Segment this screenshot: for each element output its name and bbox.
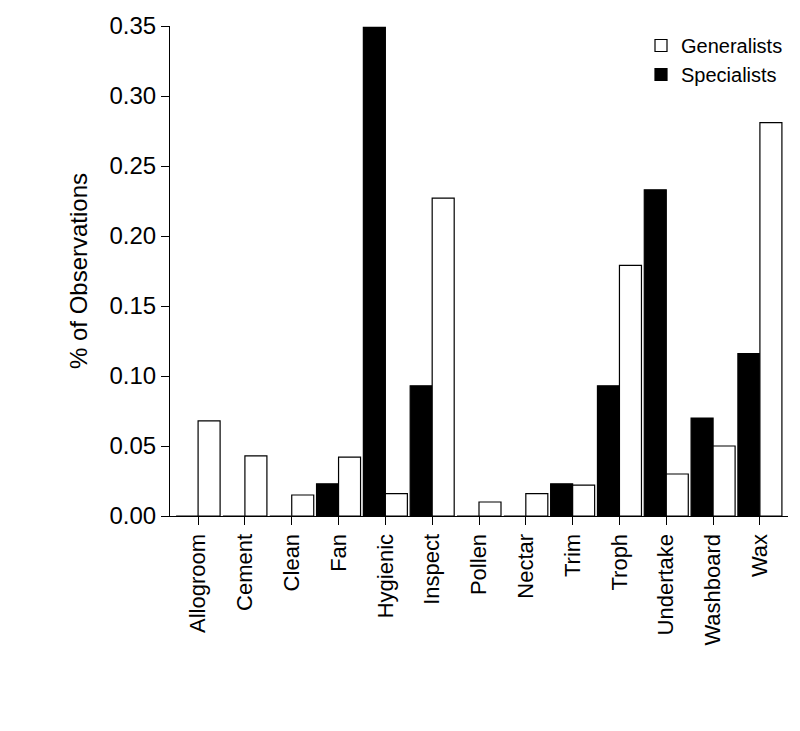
svg-text:Pollen: Pollen <box>466 534 491 595</box>
svg-text:Undertake: Undertake <box>653 534 678 636</box>
svg-text:0.35: 0.35 <box>109 12 156 39</box>
svg-text:Cement: Cement <box>232 534 257 611</box>
svg-text:0.15: 0.15 <box>109 292 156 319</box>
svg-text:Troph: Troph <box>607 534 632 591</box>
svg-text:0.00: 0.00 <box>109 502 156 529</box>
svg-text:Trim: Trim <box>560 534 585 577</box>
svg-text:Inspect: Inspect <box>419 534 444 605</box>
svg-text:Nectar: Nectar <box>513 534 538 599</box>
svg-text:0.20: 0.20 <box>109 222 156 249</box>
svg-text:% of Observations: % of Observations <box>65 173 92 369</box>
svg-text:Generalists: Generalists <box>681 35 782 57</box>
svg-text:Specialists: Specialists <box>681 64 777 86</box>
svg-text:Allogroom: Allogroom <box>185 534 210 633</box>
svg-text:0.25: 0.25 <box>109 152 156 179</box>
svg-text:Fan: Fan <box>326 534 351 572</box>
svg-text:Clean: Clean <box>279 534 304 591</box>
svg-text:Wax: Wax <box>747 534 772 577</box>
svg-text:0.30: 0.30 <box>109 82 156 109</box>
svg-text:Washboard: Washboard <box>700 534 725 646</box>
svg-text:0.05: 0.05 <box>109 432 156 459</box>
svg-text:0.10: 0.10 <box>109 362 156 389</box>
svg-text:Hygienic: Hygienic <box>373 534 398 618</box>
